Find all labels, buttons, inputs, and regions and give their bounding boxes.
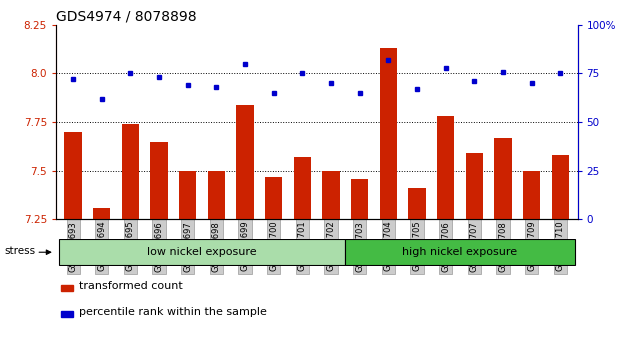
Text: percentile rank within the sample: percentile rank within the sample	[79, 307, 267, 317]
Bar	[208, 171, 225, 219]
Bar	[265, 177, 283, 219]
FancyBboxPatch shape	[59, 239, 345, 265]
Bar	[523, 171, 540, 219]
Bar	[61, 285, 73, 291]
Text: GDS4974 / 8078898: GDS4974 / 8078898	[56, 10, 196, 24]
Bar	[150, 142, 168, 219]
Bar	[122, 124, 139, 219]
Bar	[322, 171, 340, 219]
Bar	[351, 179, 368, 219]
Text: stress: stress	[4, 246, 35, 256]
Bar	[65, 132, 82, 219]
Bar	[551, 155, 569, 219]
Text: transformed count: transformed count	[79, 281, 183, 291]
Bar	[237, 105, 253, 219]
Bar	[93, 208, 111, 219]
Bar	[409, 188, 425, 219]
Bar	[294, 157, 311, 219]
Bar	[61, 311, 73, 317]
Bar	[437, 116, 455, 219]
Bar	[466, 153, 483, 219]
Text: high nickel exposure: high nickel exposure	[402, 247, 517, 257]
Bar	[494, 138, 512, 219]
FancyBboxPatch shape	[345, 239, 574, 265]
Bar	[179, 171, 196, 219]
Bar	[380, 48, 397, 219]
Text: low nickel exposure: low nickel exposure	[147, 247, 257, 257]
